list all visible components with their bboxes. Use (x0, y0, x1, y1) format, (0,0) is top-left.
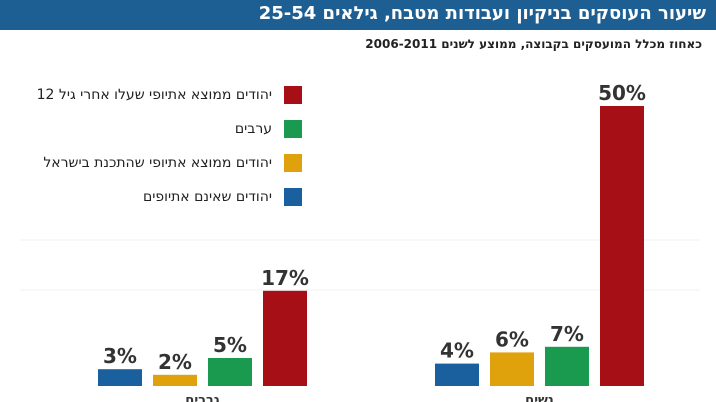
legend-label: יהודים שאינם אתיופים (142, 188, 272, 205)
bar-men-series-3 (208, 358, 252, 386)
category-label-women: נשים (525, 393, 554, 402)
value-label-men-series-4: 17% (261, 266, 309, 290)
category-label-men: גברים (185, 393, 220, 402)
value-label-men-series-1: 3% (103, 344, 137, 368)
legend-item: יהודים שאינם אתיופים (37, 186, 302, 206)
legend-item: ערבים (37, 118, 302, 138)
chart-title: שיעור העוסקים בניקיון ועבודות מטבח, גילא… (258, 3, 706, 24)
legend-label: יהודים ממוצא אתיופי שעלו אחרי גיל 12 (36, 86, 272, 103)
bar-women-series-2 (490, 352, 534, 386)
bar-men-series-1 (98, 369, 142, 386)
value-label-women-series-4: 50% (598, 81, 646, 105)
legend-swatch-ethiopian-educated-israel (284, 153, 302, 172)
legend: יהודים ממוצא אתיופי שעלו אחרי גיל 12 ערב… (37, 84, 302, 220)
value-label-women-series-3: 7% (550, 322, 584, 346)
title-bar: שיעור העוסקים בניקיון ועבודות מטבח, גילא… (0, 0, 716, 30)
legend-label: יהודים ממוצא אתיופי שהתכנת בישראל (43, 154, 272, 171)
legend-label: ערבים (234, 120, 272, 137)
legend-swatch-ethiopian-immigrated-after-12 (284, 85, 302, 104)
bar-women-series-4 (600, 106, 644, 386)
bar-men-series-2 (153, 374, 197, 386)
bar-women-series-1 (435, 363, 479, 386)
legend-item: יהודים ממוצא אתיופי שעלו אחרי גיל 12 (37, 84, 302, 104)
chart-subtitle: כאחוז מכלל המועסקים בקבוצה, ממוצע לשנים … (365, 37, 702, 51)
legend-item: יהודים ממוצא אתיופי שהתכנת בישראל (37, 152, 302, 172)
legend-swatch-non-ethiopian-jews (284, 187, 302, 206)
bar-men-series-4 (263, 290, 307, 386)
value-label-men-series-3: 5% (213, 333, 247, 357)
bar-women-series-3 (545, 346, 589, 386)
legend-swatch-arabs (284, 119, 302, 138)
value-label-women-series-2: 6% (495, 327, 529, 351)
value-label-women-series-1: 4% (440, 339, 474, 363)
value-label-men-series-2: 2% (158, 350, 192, 374)
